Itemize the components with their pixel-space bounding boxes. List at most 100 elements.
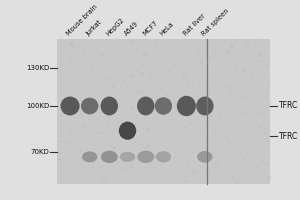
Bar	[225, 117, 226, 118]
Bar	[229, 182, 230, 184]
Bar	[90, 54, 92, 56]
Bar	[259, 176, 261, 179]
Bar	[112, 84, 114, 85]
Bar	[72, 107, 75, 109]
Bar	[261, 75, 263, 77]
Bar	[220, 127, 221, 128]
Bar	[133, 40, 135, 41]
Bar	[97, 53, 98, 55]
Bar	[247, 99, 249, 101]
Bar	[214, 123, 216, 126]
Bar	[82, 55, 84, 56]
Bar	[159, 48, 161, 49]
Bar	[77, 56, 78, 57]
Bar	[234, 158, 235, 160]
Bar	[268, 117, 269, 118]
Bar	[214, 81, 216, 82]
Bar	[73, 102, 75, 104]
Bar	[208, 120, 210, 122]
Bar	[131, 75, 134, 78]
Bar	[63, 141, 65, 143]
Bar	[95, 50, 96, 52]
Bar	[97, 132, 99, 135]
Bar	[211, 177, 213, 179]
Bar	[139, 103, 140, 104]
Bar	[143, 85, 145, 87]
Bar	[122, 107, 124, 108]
Bar	[260, 53, 262, 55]
Bar	[236, 115, 237, 116]
Bar	[130, 109, 132, 111]
Bar	[127, 74, 129, 76]
Bar	[83, 123, 84, 125]
Bar	[137, 103, 139, 105]
Bar	[182, 52, 183, 54]
Bar	[176, 61, 177, 62]
Bar	[86, 171, 88, 173]
Bar	[224, 100, 226, 103]
Bar	[208, 75, 209, 77]
Bar	[174, 155, 176, 158]
Bar	[90, 137, 92, 139]
Bar	[269, 86, 272, 88]
Bar	[204, 84, 206, 86]
Bar	[126, 113, 128, 115]
Bar	[127, 160, 130, 163]
Bar	[195, 175, 197, 178]
Bar	[185, 165, 188, 168]
Bar	[60, 172, 62, 174]
Bar	[105, 42, 108, 45]
Bar	[136, 115, 138, 117]
Bar	[214, 54, 216, 56]
Bar	[177, 94, 179, 97]
Bar	[108, 108, 110, 110]
Bar	[94, 154, 96, 156]
Bar	[84, 155, 86, 156]
Text: Rat liver: Rat liver	[182, 13, 206, 37]
Bar	[238, 174, 239, 175]
Bar	[200, 91, 202, 93]
Bar	[156, 42, 158, 43]
Bar	[101, 110, 102, 111]
Bar	[117, 180, 119, 181]
Bar	[117, 42, 120, 44]
Bar	[136, 174, 138, 176]
Bar	[219, 119, 220, 120]
Bar	[197, 103, 199, 104]
Bar	[97, 104, 99, 106]
Bar	[97, 141, 100, 143]
Bar	[82, 63, 85, 66]
Bar	[268, 42, 270, 44]
Bar	[91, 159, 93, 162]
Bar	[252, 130, 254, 132]
Bar	[211, 142, 212, 143]
Bar	[198, 71, 200, 73]
Bar	[124, 148, 126, 149]
Bar	[191, 170, 194, 173]
Bar	[196, 143, 198, 146]
Bar	[75, 46, 76, 48]
Bar	[70, 43, 72, 45]
Bar	[189, 155, 191, 157]
Bar	[137, 49, 138, 50]
Bar	[216, 149, 217, 151]
Bar	[259, 138, 260, 139]
Bar	[77, 92, 79, 94]
Bar	[178, 83, 180, 84]
Bar	[92, 116, 93, 117]
Bar	[66, 164, 68, 167]
Bar	[243, 69, 245, 71]
Bar	[194, 121, 197, 123]
Bar	[210, 173, 211, 174]
Bar	[93, 161, 95, 163]
Bar	[78, 118, 80, 119]
Bar	[208, 160, 210, 162]
Bar	[60, 121, 62, 123]
Bar	[130, 78, 131, 79]
Bar	[80, 51, 82, 53]
Ellipse shape	[196, 97, 214, 115]
Bar	[69, 112, 70, 113]
Bar	[259, 111, 260, 112]
Bar	[258, 44, 260, 46]
Bar	[111, 111, 113, 113]
